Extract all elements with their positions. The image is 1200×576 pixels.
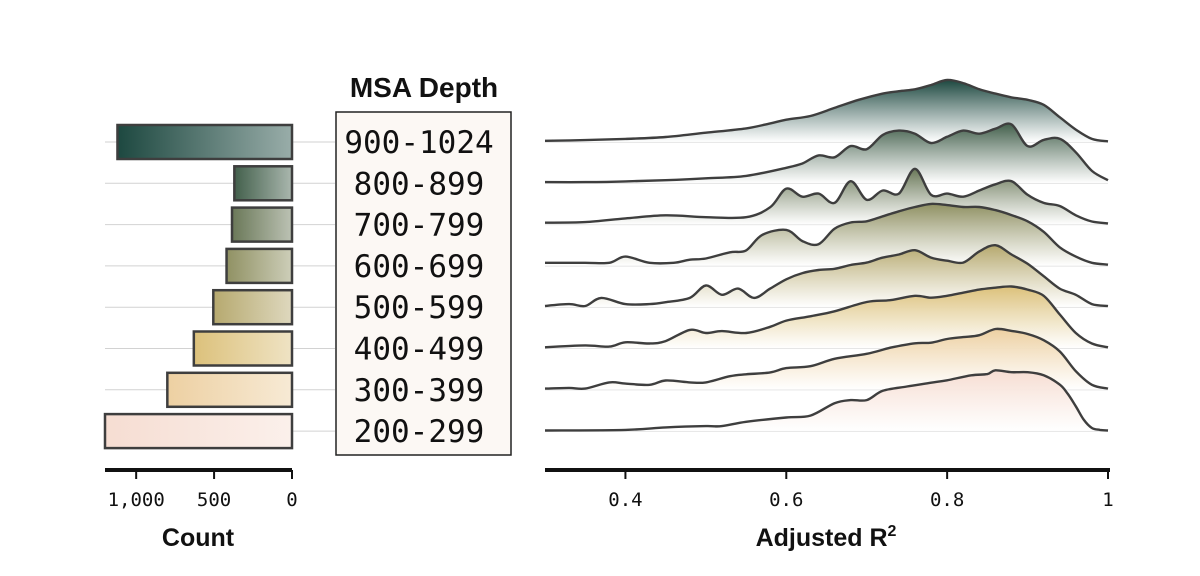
count-bars [103, 123, 294, 450]
ridge-line [544, 202, 1109, 266]
r2-tick-label: 1 [1102, 489, 1113, 511]
category-label: 800-899 [354, 166, 485, 202]
category-label: 900-1024 [344, 125, 493, 161]
ridge-fill [545, 370, 1108, 432]
count-bar [212, 288, 294, 326]
count-tick-label: 500 [197, 489, 231, 511]
category-label: 600-699 [354, 249, 485, 285]
ridgeline-densities [544, 78, 1109, 432]
category-label: 500-599 [354, 290, 485, 326]
category-label: 400-499 [354, 332, 485, 368]
ridge-line [544, 167, 1109, 225]
r2-axis: 0.4 0.6 0.8 1 [545, 468, 1114, 511]
category-label: 700-799 [354, 208, 485, 244]
category-label: 300-399 [354, 373, 485, 409]
r2-tick-label: 0.8 [930, 489, 964, 511]
r2-axis-label: Adjusted R2 [756, 523, 897, 552]
ridge-line [544, 243, 1109, 308]
count-bar [233, 165, 294, 202]
count-tick-label: 0 [286, 489, 297, 511]
category-label-box [335, 111, 512, 456]
count-bar [103, 412, 294, 450]
ridge-line [544, 78, 1109, 143]
count-axis-label: Count [162, 524, 235, 552]
ridge-fill [545, 286, 1108, 349]
count-bar [192, 330, 294, 367]
count-bar [166, 371, 294, 409]
category-label: 200-299 [354, 414, 485, 450]
ridge-line [544, 369, 1109, 432]
count-axis: 1,000 500 0 [105, 468, 298, 511]
ridge-fill [545, 328, 1108, 390]
r2-axis-label-sup: 2 [888, 523, 897, 540]
ridge-fill [545, 203, 1108, 266]
ridge-line [544, 285, 1109, 349]
category-labels: 900-1024 800-899 700-799 600-699 500-599 400-… [344, 125, 493, 450]
count-tick-label: 1,000 [108, 489, 165, 511]
ridge-line [544, 327, 1109, 391]
ridge-line [544, 122, 1109, 184]
category-title: MSA Depth [350, 72, 498, 103]
r2-tick-label: 0.6 [769, 489, 803, 511]
count-bar [116, 123, 294, 161]
r2-axis-label-main: Adjusted R [756, 524, 888, 552]
r2-tick-label: 0.4 [608, 489, 642, 511]
count-bar [225, 247, 294, 285]
count-bar [230, 206, 294, 243]
ridge-fill [545, 123, 1108, 184]
